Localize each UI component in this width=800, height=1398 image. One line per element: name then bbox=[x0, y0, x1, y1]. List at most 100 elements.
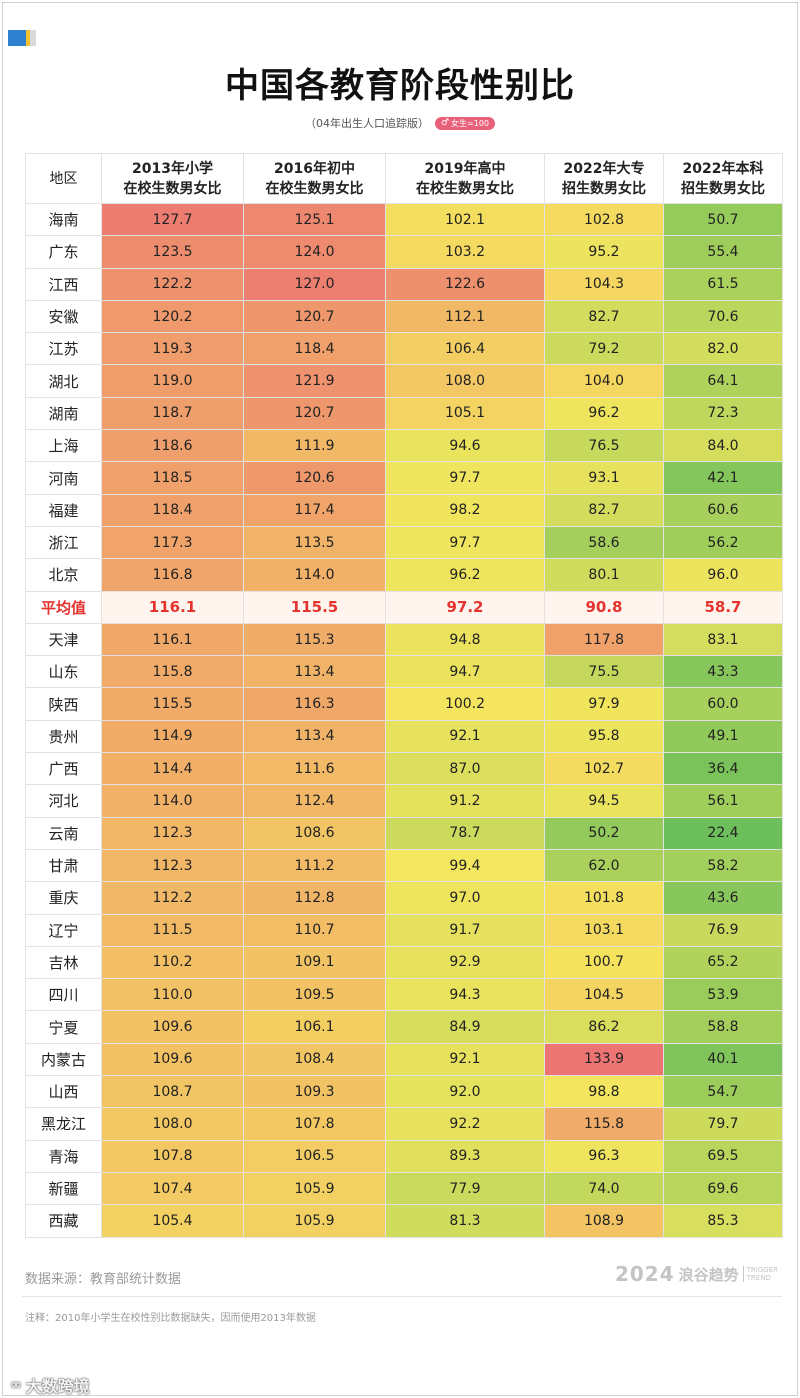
watermark-text: 大数跨境 bbox=[25, 1377, 90, 1396]
table-row: 辽宁 111.5 110.7 91.7 103.1 76.9 bbox=[25, 913, 783, 947]
ratio-cell: 121.9 bbox=[243, 364, 386, 398]
table-row: 贵州 114.9 113.4 92.1 95.8 49.1 bbox=[25, 719, 783, 754]
ratio-cell: 76.5 bbox=[544, 429, 664, 463]
ratio-cell: 100.7 bbox=[544, 945, 664, 980]
region-cell: 甘肃 bbox=[25, 848, 102, 883]
ratio-cell: 43.6 bbox=[663, 881, 783, 915]
ratio-cell: 92.9 bbox=[385, 945, 545, 980]
ratio-cell: 118.4 bbox=[101, 493, 244, 527]
ratio-cell: 108.9 bbox=[544, 1204, 664, 1238]
ratio-cell: 118.6 bbox=[101, 429, 244, 463]
ratio-cell: 97.7 bbox=[385, 525, 545, 560]
ratio-cell: 120.7 bbox=[243, 396, 386, 431]
ratio-cell: 76.9 bbox=[663, 913, 783, 947]
ratio-cell: 60.6 bbox=[663, 493, 783, 527]
ratio-cell: 110.7 bbox=[243, 913, 386, 947]
ratio-cell: 109.6 bbox=[101, 1010, 244, 1044]
table-row: 平均值 116.1 115.5 97.2 90.8 58.7 bbox=[25, 590, 783, 624]
ratio-cell: 113.4 bbox=[243, 719, 386, 754]
ratio-cell: 96.0 bbox=[663, 558, 783, 592]
ratio-cell: 114.0 bbox=[101, 784, 244, 818]
ratio-cell: 118.5 bbox=[101, 461, 244, 495]
ratio-cell: 91.2 bbox=[385, 784, 545, 818]
ratio-cell: 60.0 bbox=[663, 687, 783, 721]
ratio-cell: 77.9 bbox=[385, 1171, 545, 1206]
ratio-cell: 107.8 bbox=[101, 1139, 244, 1173]
ratio-cell: 84.0 bbox=[663, 429, 783, 463]
ratio-cell: 113.4 bbox=[243, 655, 386, 689]
table-row: 青海 107.8 106.5 89.3 96.3 69.5 bbox=[25, 1139, 783, 1173]
table-row: 广西 114.4 111.6 87.0 102.7 36.4 bbox=[25, 752, 783, 786]
ratio-cell: 122.6 bbox=[385, 267, 545, 301]
ratio-cell: 120.6 bbox=[243, 461, 386, 495]
male-symbol-icon: ♂ bbox=[440, 117, 450, 128]
table-row: 陕西 115.5 116.3 100.2 97.9 60.0 bbox=[25, 687, 783, 721]
ratio-cell: 108.7 bbox=[101, 1075, 244, 1109]
ratio-cell: 112.3 bbox=[101, 848, 244, 883]
divider bbox=[22, 1296, 782, 1297]
ratio-cell: 90.8 bbox=[544, 590, 664, 624]
region-cell: 西藏 bbox=[25, 1204, 102, 1238]
ratio-cell: 120.7 bbox=[243, 299, 386, 334]
ratio-cell: 62.0 bbox=[544, 848, 664, 883]
table-row: 江西 122.2 127.0 122.6 104.3 61.5 bbox=[25, 267, 783, 301]
table-row: 福建 118.4 117.4 98.2 82.7 60.6 bbox=[25, 493, 783, 527]
ratio-cell: 56.2 bbox=[663, 525, 783, 560]
ratio-cell: 115.5 bbox=[101, 687, 244, 721]
ratio-cell: 106.5 bbox=[243, 1139, 386, 1173]
ratio-cell: 102.7 bbox=[544, 752, 664, 786]
ratio-cell: 87.0 bbox=[385, 752, 545, 786]
ratio-cell: 118.4 bbox=[243, 332, 386, 366]
ratio-cell: 118.7 bbox=[101, 396, 244, 431]
ratio-cell: 122.2 bbox=[101, 267, 244, 301]
ratio-cell: 104.5 bbox=[544, 978, 664, 1012]
brand-english-1: TRIGGER bbox=[746, 1266, 778, 1274]
column-header-2: 2016年初中 在校生数男女比 bbox=[243, 153, 386, 204]
chart-title: 中国各教育阶段性别比 bbox=[225, 66, 575, 106]
table-row: 海南 127.7 125.1 102.1 102.8 50.7 bbox=[25, 202, 783, 237]
ratio-cell: 96.3 bbox=[544, 1139, 664, 1173]
table-row: 宁夏 109.6 106.1 84.9 86.2 58.8 bbox=[25, 1010, 783, 1044]
table-row: 吉林 110.2 109.1 92.9 100.7 65.2 bbox=[25, 945, 783, 980]
ratio-cell: 58.7 bbox=[663, 590, 783, 624]
ratio-cell: 70.6 bbox=[663, 299, 783, 334]
column-header-5: 2022年本科 招生数男女比 bbox=[663, 153, 783, 204]
ratio-cell: 55.4 bbox=[663, 235, 783, 269]
ratio-cell: 119.0 bbox=[101, 364, 244, 398]
ratio-cell: 109.1 bbox=[243, 945, 386, 980]
ratio-cell: 42.1 bbox=[663, 461, 783, 495]
table-row: 河南 118.5 120.6 97.7 93.1 42.1 bbox=[25, 461, 783, 495]
brand-color-bar bbox=[8, 30, 36, 46]
ratio-cell: 112.4 bbox=[243, 784, 386, 818]
ratio-cell: 81.3 bbox=[385, 1204, 545, 1238]
ratio-cell: 106.4 bbox=[385, 332, 545, 366]
ratio-cell: 91.7 bbox=[385, 913, 545, 947]
table-row: 安徽 120.2 120.7 112.1 82.7 70.6 bbox=[25, 299, 783, 334]
ratio-cell: 105.9 bbox=[243, 1171, 386, 1206]
ratio-cell: 119.3 bbox=[101, 332, 244, 366]
ratio-cell: 83.1 bbox=[663, 622, 783, 657]
region-cell: 北京 bbox=[25, 558, 102, 592]
ratio-cell: 114.4 bbox=[101, 752, 244, 786]
ratio-cell: 108.0 bbox=[385, 364, 545, 398]
region-cell: 宁夏 bbox=[25, 1010, 102, 1044]
ratio-cell: 102.1 bbox=[385, 202, 545, 237]
ratio-cell: 114.0 bbox=[243, 558, 386, 592]
ratio-cell: 94.6 bbox=[385, 429, 545, 463]
ratio-cell: 98.8 bbox=[544, 1075, 664, 1109]
brand-name: 浪谷趋势 bbox=[678, 1265, 739, 1284]
ratio-cell: 94.5 bbox=[544, 784, 664, 818]
ratio-cell: 94.7 bbox=[385, 655, 545, 689]
ratio-cell: 82.0 bbox=[663, 332, 783, 366]
ratio-cell: 22.4 bbox=[663, 816, 783, 850]
ratio-cell: 104.0 bbox=[544, 364, 664, 398]
ratio-cell: 115.8 bbox=[101, 655, 244, 689]
table-row: 云南 112.3 108.6 78.7 50.2 22.4 bbox=[25, 816, 783, 850]
table-row: 黑龙江 108.0 107.8 92.2 115.8 79.7 bbox=[25, 1107, 783, 1141]
ratio-cell: 43.3 bbox=[663, 655, 783, 689]
region-cell: 山西 bbox=[25, 1075, 102, 1109]
ratio-cell: 92.0 bbox=[385, 1075, 545, 1109]
watermark-logo-icon: ∞ bbox=[10, 1377, 22, 1393]
ratio-cell: 100.2 bbox=[385, 687, 545, 721]
table-row: 西藏 105.4 105.9 81.3 108.9 85.3 bbox=[25, 1204, 783, 1238]
